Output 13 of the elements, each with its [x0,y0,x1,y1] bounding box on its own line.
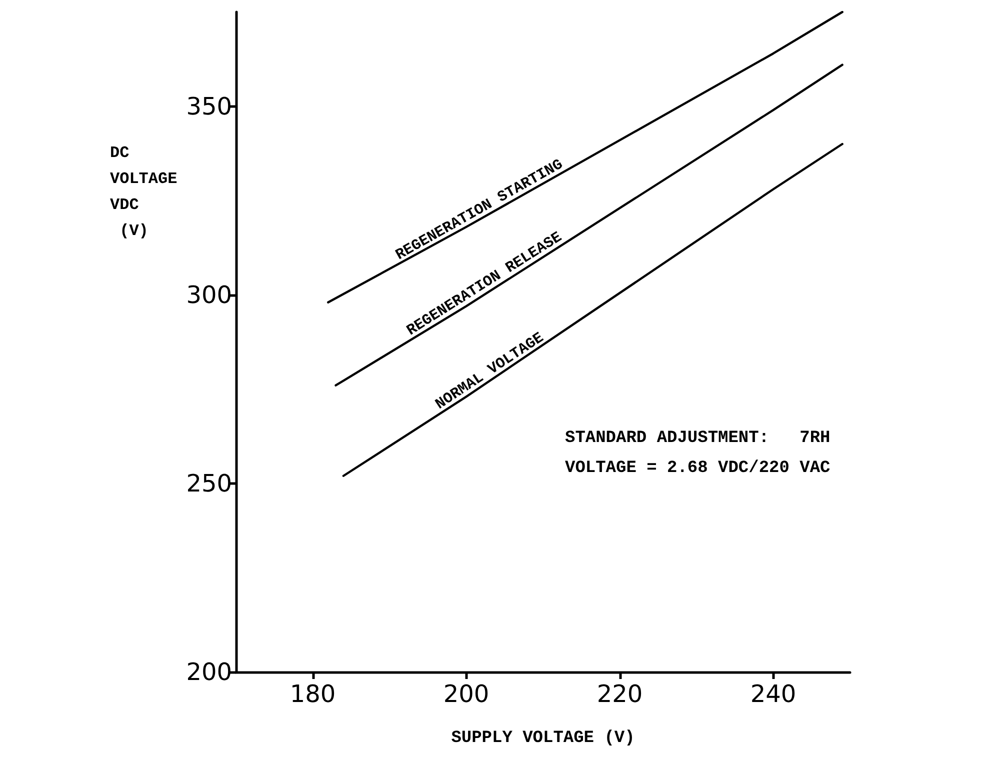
annotation: STANDARD ADJUSTMENT: 7RH [565,429,830,448]
x-tick-label: 200 [443,680,490,708]
x-tick-label: 220 [596,680,643,708]
annotation: VOLTAGE = 2.68 VDC/220 VAC [565,459,830,478]
y-tick-label: 250 [186,469,232,498]
y-tick-label: 200 [186,658,232,686]
y-tick-label: 350 [186,92,232,120]
y-tick-label: 300 [186,280,232,309]
x-tick-label: 180 [290,680,336,708]
x-axis-title: SUPPLY VOLTAGE (V) [451,729,635,748]
line-series [342,142,844,477]
x-tick-label: 240 [750,680,796,708]
y-axis-title: DC VOLTAGE VDC (V) [110,144,178,240]
